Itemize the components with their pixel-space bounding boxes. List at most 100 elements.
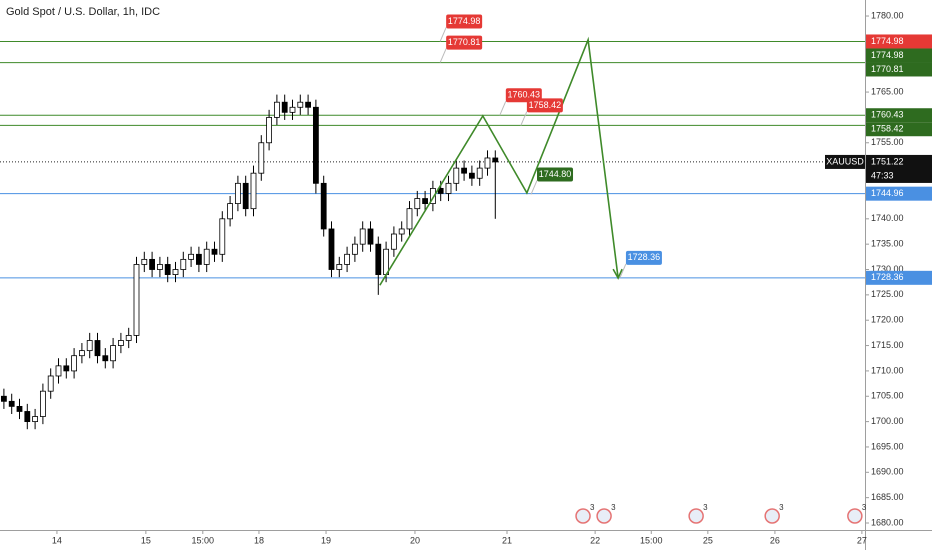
axis-price-box: [866, 186, 932, 201]
candle-body: [320, 182, 327, 230]
callout-label: 1774.98: [448, 16, 481, 26]
arrow-head: [612, 268, 623, 280]
candle-body: [476, 167, 483, 179]
axis-price-box: [866, 62, 932, 77]
callout-box: [537, 167, 574, 182]
candle-body: [398, 228, 405, 235]
event-count: 3: [611, 503, 616, 512]
candle-body: [250, 172, 257, 210]
candle-body: [39, 390, 46, 417]
x-tick-label: 22: [590, 535, 600, 545]
axis-price-label: 1770.81: [871, 64, 904, 74]
symbol-box: [825, 154, 865, 169]
x-tick-label: 26: [770, 535, 780, 545]
candle-body: [367, 228, 374, 245]
candle-body: [78, 350, 85, 357]
candle-body: [94, 340, 101, 357]
y-tick-label: 1725.00: [871, 289, 904, 299]
candle-body: [227, 203, 233, 220]
candle-body: [24, 411, 31, 423]
callout-pointer: [499, 101, 507, 116]
candle-body: [149, 258, 155, 270]
y-tick-label: 1695.00: [871, 441, 904, 451]
candle-body: [141, 258, 148, 265]
candle-body: [32, 416, 38, 423]
event-count: 3: [779, 503, 784, 512]
candle-body: [211, 248, 218, 255]
candle-body: [16, 405, 23, 412]
candle-body: [156, 264, 163, 270]
candle-body: [375, 243, 382, 275]
y-tick-label: 1765.00: [871, 86, 904, 96]
axis-price-box: [866, 122, 932, 137]
callout-label: 1728.36: [628, 252, 661, 262]
event-count: 3: [590, 503, 595, 512]
callout-pointer: [530, 180, 538, 195]
y-tick-label: 1740.00: [871, 213, 904, 223]
y-tick-label: 1690.00: [871, 467, 904, 477]
x-tick-label: 21: [502, 535, 512, 545]
candle-body: [351, 243, 358, 255]
callout-pointer: [439, 48, 447, 63]
projection-path: [379, 36, 619, 286]
callout-pointer: [439, 27, 447, 42]
candle-body: [266, 117, 272, 144]
event-icon: [847, 508, 863, 524]
candle-body: [406, 208, 413, 230]
y-tick-label: 1705.00: [871, 391, 904, 401]
candle-body: [461, 167, 467, 174]
callout-pointer: [520, 111, 528, 126]
candle-body: [312, 106, 319, 184]
callout-box: [526, 98, 563, 113]
candle-body: [180, 258, 187, 270]
countdown: 47:33: [871, 170, 894, 180]
candle-body: [289, 106, 296, 113]
callout-label: 1770.81: [448, 37, 481, 47]
candle-body: [484, 157, 491, 169]
callout-box: [625, 250, 662, 265]
event-count: 3: [862, 503, 867, 512]
candle-body: [86, 340, 93, 352]
candle-body: [234, 182, 241, 205]
axis-price-label: 1744.96: [871, 188, 904, 198]
candle-body: [55, 365, 62, 377]
callout-pointer: [619, 263, 627, 279]
event-icon: [596, 508, 612, 524]
axis-price-label: 1728.36: [871, 272, 904, 282]
candle-body: [172, 269, 179, 275]
x-tick-label: 20: [410, 535, 420, 545]
x-tick-label: 15:00: [640, 535, 663, 545]
y-tick-label: 1710.00: [871, 365, 904, 375]
y-tick-label: 1715.00: [871, 340, 904, 350]
candle-body: [203, 248, 210, 265]
candle-body: [125, 335, 132, 341]
event-icon: [764, 508, 780, 524]
candle-body: [219, 218, 226, 255]
y-tick-label: 1685.00: [871, 492, 904, 502]
candle-body: [242, 182, 249, 210]
candle-body: [390, 233, 397, 250]
event-icon: [575, 508, 591, 524]
y-tick-label: 1730.00: [871, 264, 904, 274]
last-price-label: 1751.22: [871, 156, 904, 166]
candle-body: [414, 198, 421, 210]
last-price-box: [866, 154, 932, 183]
chart-title: Gold Spot / U.S. Dollar, 1h, IDC: [6, 6, 160, 18]
symbol-label: XAUUSD: [826, 156, 864, 166]
candle-body: [328, 228, 335, 270]
candle-body: [297, 101, 304, 108]
candle-body: [164, 264, 171, 275]
x-tick-label: 27: [857, 535, 867, 545]
event-count: 3: [703, 503, 708, 512]
callout-label: 1760.43: [508, 90, 541, 100]
candle-body: [102, 355, 109, 362]
y-tick-label: 1755.00: [871, 137, 904, 147]
y-tick-label: 1700.00: [871, 416, 904, 426]
candle-body: [117, 340, 124, 346]
x-tick-label: 25: [703, 535, 713, 545]
axis-price-label: 1758.42: [871, 124, 904, 134]
candle-body: [437, 187, 444, 194]
axis-price-box: [866, 48, 932, 63]
candle-body: [133, 264, 140, 336]
